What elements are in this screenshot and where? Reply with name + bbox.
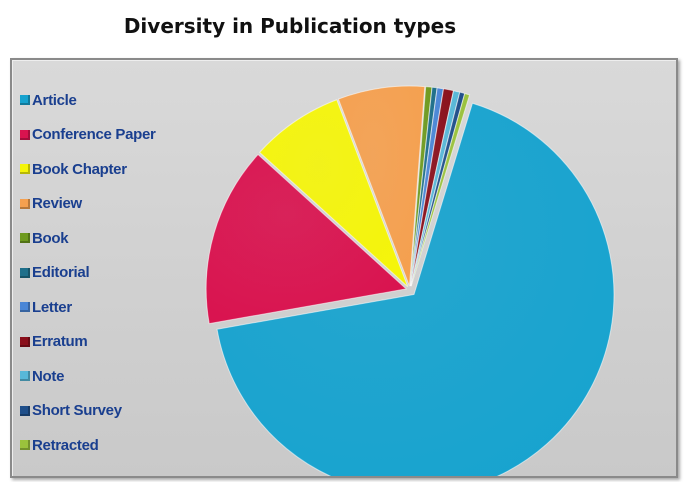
pie-slice-book-chapter [258, 99, 409, 288]
legend-item: Note [20, 366, 64, 386]
legend-swatch [20, 267, 30, 278]
legend-label: Short Survey [32, 402, 122, 419]
pie-slice-conference-paper [205, 153, 408, 325]
legend-label: Letter [32, 298, 72, 316]
legend-item: Book [20, 228, 69, 248]
legend-item: Retracted [20, 435, 99, 455]
legend-label: Book [32, 229, 69, 247]
legend-label: Note [32, 367, 65, 385]
pie-plot [205, 85, 615, 476]
legend-label: Review [32, 195, 82, 212]
legend-swatch [20, 371, 30, 381]
pie-slice-retracted [410, 92, 471, 287]
legend-item: Article [20, 90, 77, 110]
legend-item: Letter [20, 297, 72, 317]
legend-swatch [20, 302, 30, 312]
legend-swatch [20, 440, 30, 450]
legend-item: Conference Paper [20, 125, 156, 145]
legend-label: Article [32, 91, 77, 109]
legend-item: Review [20, 194, 82, 214]
legend-swatch [20, 164, 30, 174]
legend-label: Editorial [32, 264, 90, 281]
legend-label: Erratum [32, 333, 88, 350]
legend-swatch [20, 95, 30, 105]
legend-label: Conference Paper [32, 126, 156, 143]
legend-item: Editorial [20, 263, 90, 283]
legend-swatch [20, 233, 30, 243]
pie-slice-article [216, 102, 615, 476]
legend-swatch [20, 198, 30, 209]
legend-item: Erratum [20, 332, 88, 352]
legend-swatch [20, 405, 30, 416]
legend-swatch [20, 129, 30, 140]
legend-label: Retracted [32, 436, 99, 454]
legend: Article Conference Paper Book Chapter Revie… [20, 90, 220, 460]
legend-item: Book Chapter [20, 159, 127, 179]
legend-swatch [20, 336, 30, 347]
chart-title: Diversity in Publication types [123, 14, 457, 38]
chart-area: Article Conference Paper Book Chapter Revie… [10, 58, 678, 478]
legend-label: Book Chapter [32, 160, 127, 178]
pie-slice-review [337, 85, 426, 287]
legend-item: Short Survey [20, 401, 122, 421]
